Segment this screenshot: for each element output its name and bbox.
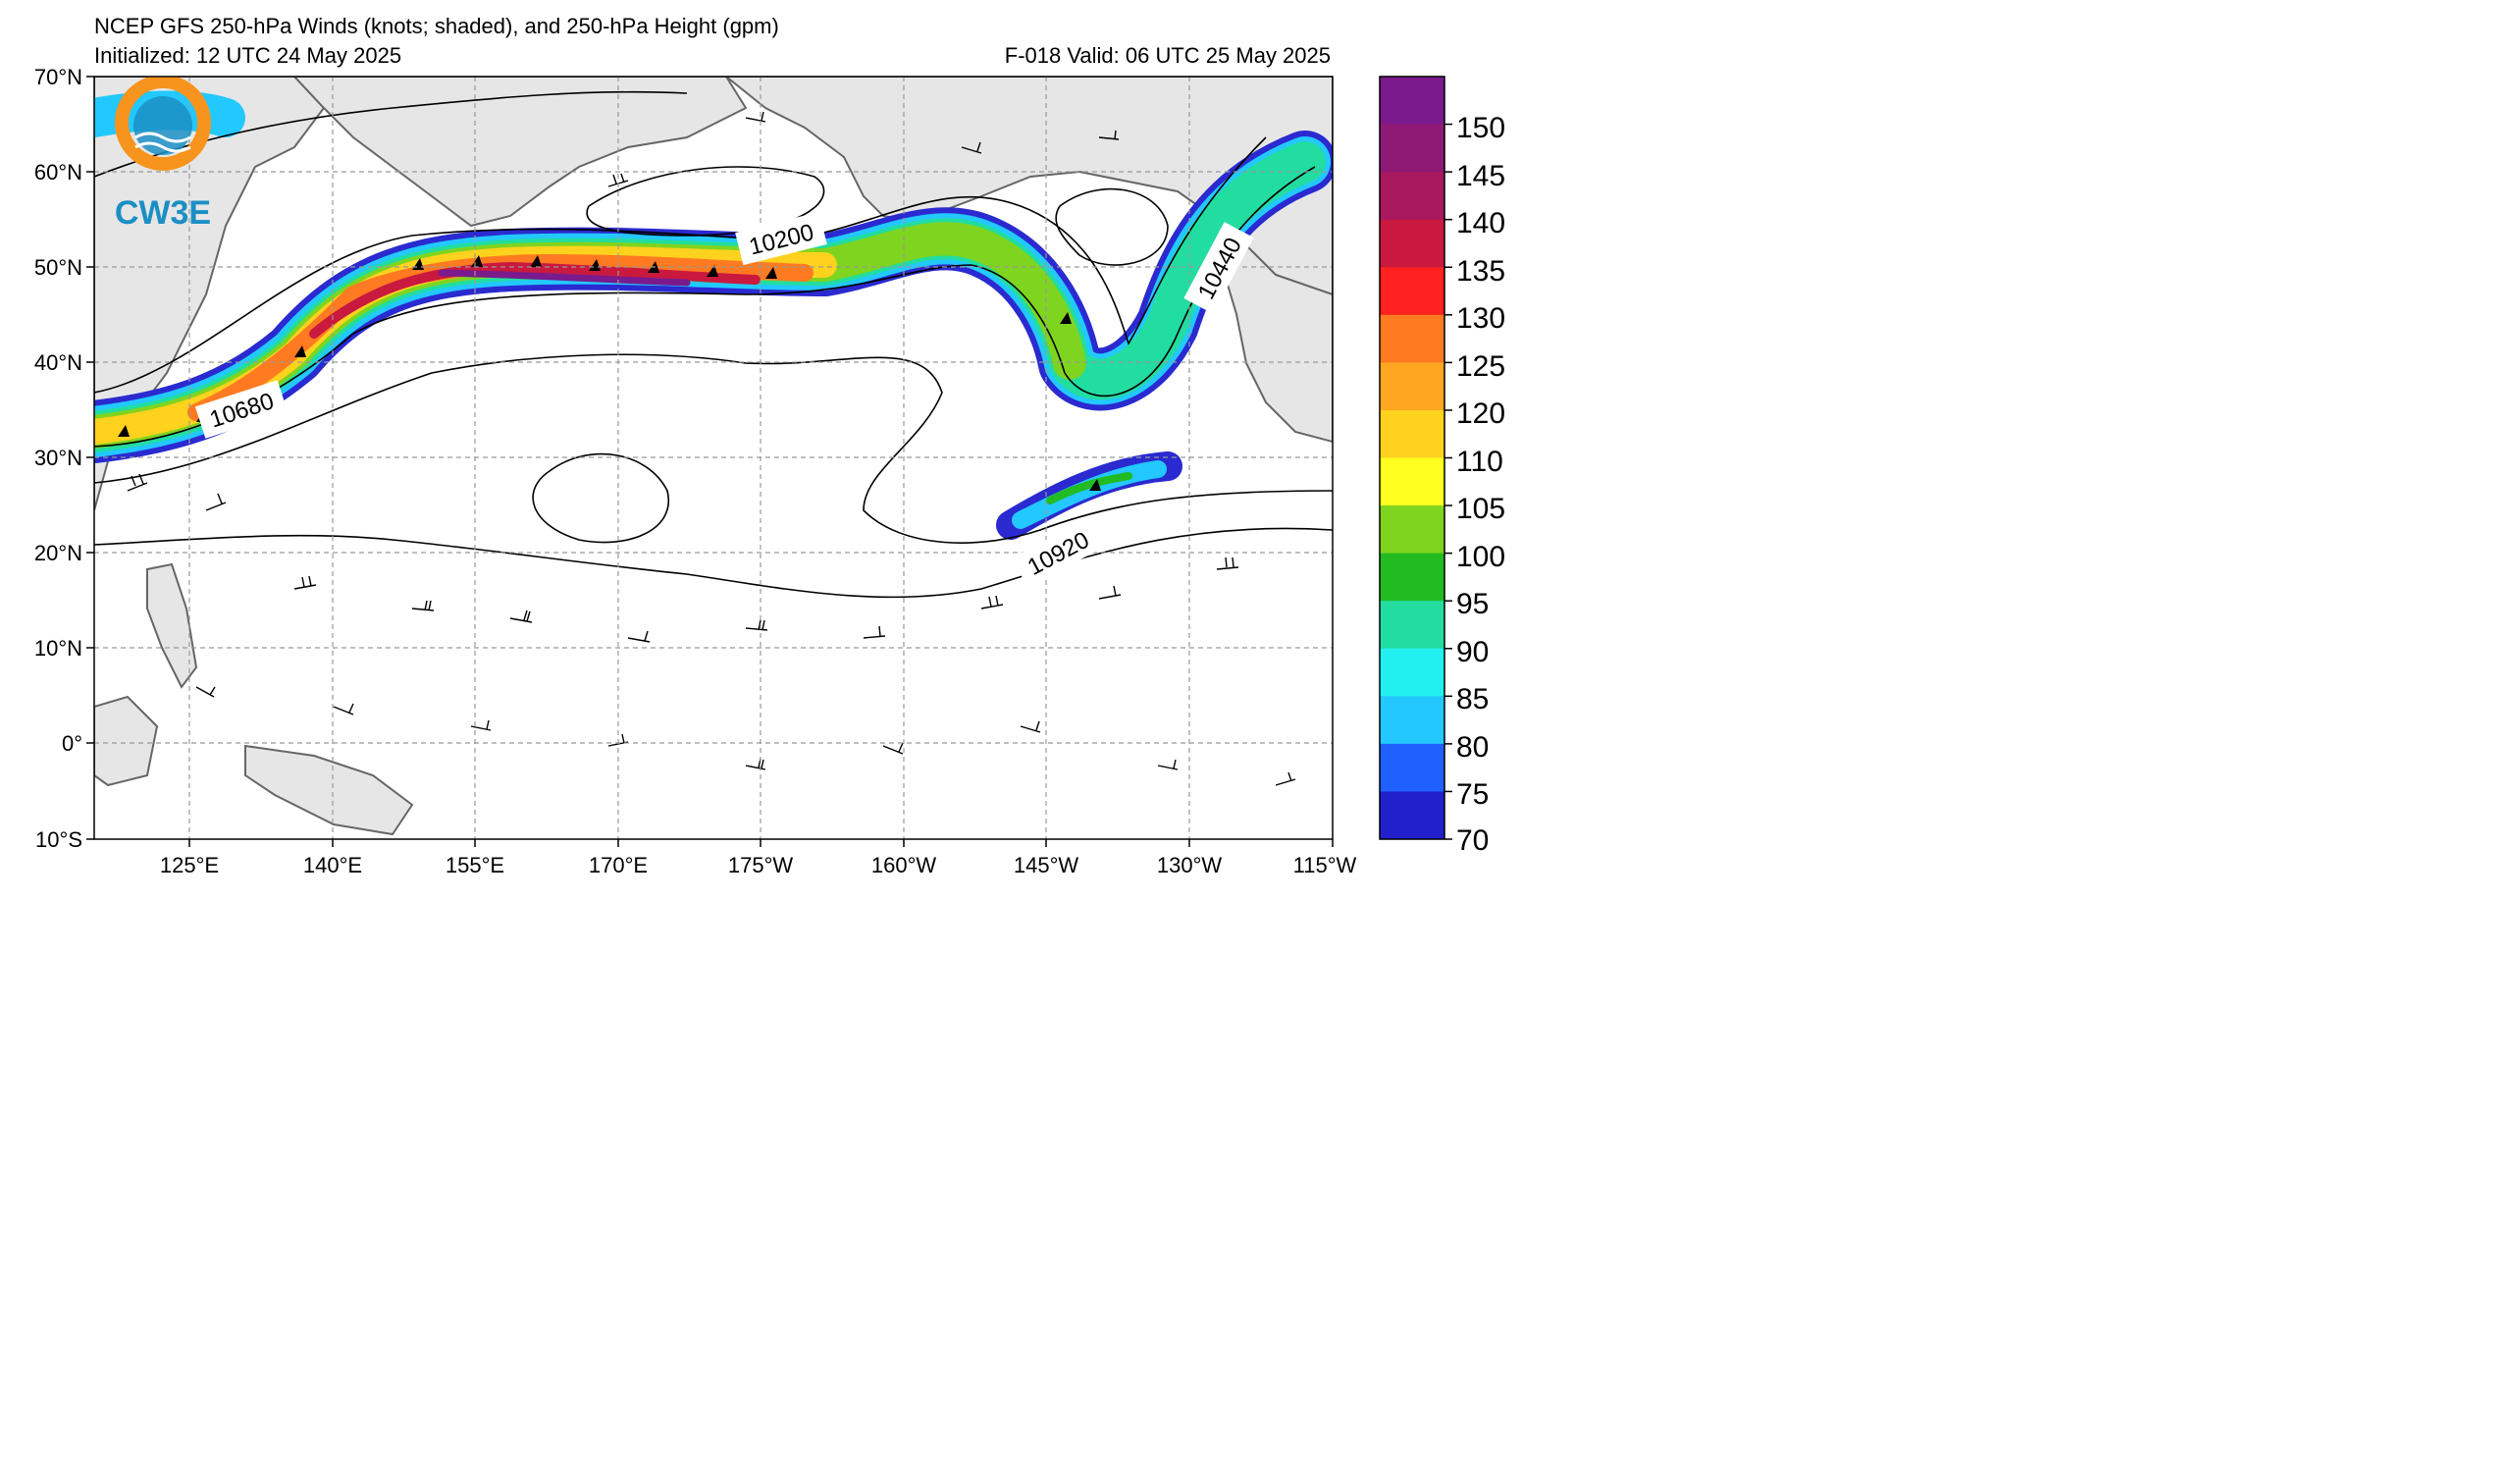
colorbar-label: 125 (1456, 350, 1505, 383)
colorbar-band (1380, 743, 1444, 792)
lat-lon-grid (94, 77, 1333, 839)
lon-label: 125°E (160, 853, 219, 877)
logo-ring (115, 77, 211, 171)
valid-time: F-018 Valid: 06 UTC 25 May 2025 (1004, 43, 1331, 68)
logo-text: CW3E (115, 194, 211, 232)
colorbar-label: 95 (1456, 588, 1489, 620)
wind-speed-shading (94, 90, 1333, 540)
colorbar-label: 110 (1456, 446, 1503, 478)
colorbar-band (1380, 696, 1444, 745)
colorbar-label: 100 (1456, 541, 1505, 573)
colorbar-label: 70 (1456, 824, 1489, 857)
colorbar-band (1380, 553, 1444, 602)
colorbar-label: 85 (1456, 683, 1489, 715)
colorbar-label: 150 (1456, 112, 1505, 144)
colorbar-band (1380, 219, 1444, 268)
lat-label: 20°N (34, 541, 82, 565)
lon-label: 170°E (589, 853, 648, 877)
lat-label: 70°N (34, 65, 82, 89)
colorbar-band (1380, 124, 1444, 173)
lat-label: 10°N (34, 636, 82, 661)
land-masses (94, 77, 1333, 836)
cw3e-logo: CW3E (115, 77, 211, 232)
colorbar-band (1380, 648, 1444, 697)
colorbar-band (1380, 314, 1444, 363)
colorbar-label: 75 (1456, 778, 1489, 811)
lon-label: 115°W (1293, 853, 1357, 877)
colorbar-band (1380, 172, 1444, 221)
land-new-guinea (244, 744, 414, 836)
initialized-time: Initialized: 12 UTC 24 May 2025 (94, 43, 402, 68)
colorbar-band (1380, 362, 1444, 411)
axis-ticks (86, 76, 1334, 847)
colorbar-band (1380, 267, 1444, 316)
lon-label: 160°W (871, 853, 937, 877)
colorbar-band (1380, 505, 1444, 555)
lon-label: 175°W (728, 853, 794, 877)
colorbar-band (1380, 77, 1444, 126)
wind-barbs (127, 111, 1296, 786)
lat-label: 30°N (34, 446, 82, 470)
colorbar-band (1380, 601, 1444, 650)
lon-labels: 125°E 140°E 155°E 170°E 175°W 160°W 145°… (160, 853, 1357, 877)
colorbar-label: 135 (1456, 255, 1505, 288)
colorbar-label: 105 (1456, 493, 1505, 525)
lon-label: 145°W (1014, 853, 1079, 877)
colorbar-ticks (1444, 123, 1452, 840)
colorbar-label: 90 (1456, 636, 1489, 668)
colorbar-label: 145 (1456, 160, 1505, 192)
lat-label: 60°N (34, 160, 82, 185)
lat-labels: 70°N 60°N 50°N 40°N 30°N 20°N 10°N 0° 10… (34, 65, 82, 852)
height-contours (94, 90, 1333, 599)
lat-label: 50°N (34, 255, 82, 280)
land-borneo (94, 695, 159, 787)
colorbar-band (1380, 791, 1444, 840)
lon-label: 155°E (446, 853, 504, 877)
colorbar-label: 120 (1456, 397, 1505, 430)
land-north-america (1220, 223, 1333, 444)
map-panel: 10200 10440 10680 10920 CW3E (94, 77, 1333, 839)
colorbar-band (1380, 457, 1444, 506)
colorbar-label: 80 (1456, 731, 1489, 764)
colorbar-bands (1380, 77, 1444, 840)
colorbar-label: 140 (1456, 207, 1505, 239)
lat-label: 40°N (34, 350, 82, 375)
chart-title: NCEP GFS 250-hPa Winds (knots; shaded), … (94, 14, 779, 38)
lat-label: 10°S (35, 827, 82, 852)
colorbar: 150 145 140 135 130 125 120 110 105 100 … (1379, 76, 1505, 857)
land-siberia (292, 77, 748, 228)
lon-label: 140°E (303, 853, 362, 877)
map-figure: 10200 10440 10680 10920 CW3E (34, 65, 1505, 877)
colorbar-labels: 150 145 140 135 130 125 120 110 105 100 … (1456, 112, 1505, 857)
lat-label: 0° (62, 731, 82, 756)
colorbar-label: 130 (1456, 302, 1505, 335)
lon-label: 130°W (1157, 853, 1223, 877)
colorbar-band (1380, 409, 1444, 458)
